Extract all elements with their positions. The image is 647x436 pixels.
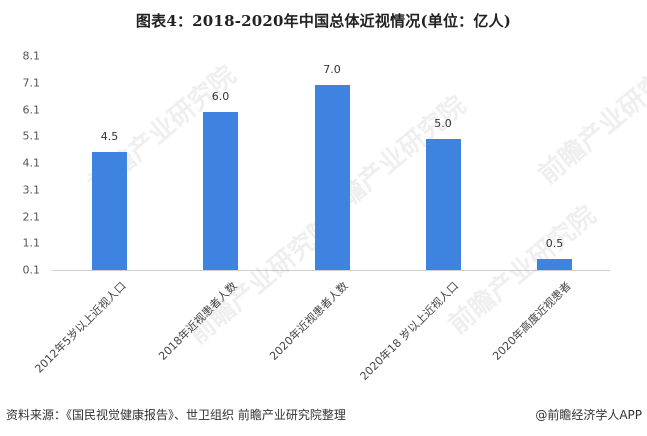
y-tick-label: 3.1 [22, 183, 41, 197]
bar [314, 85, 350, 270]
bar-value-label: 4.5 [100, 130, 119, 144]
bar-value-label: 7.0 [323, 63, 341, 77]
x-category-label: 2012年5岁以上近视人口 [31, 279, 129, 376]
bar [425, 138, 461, 270]
bar-value-label: 5.0 [434, 116, 452, 130]
y-tick-label: 1.1 [22, 236, 41, 250]
bar [537, 259, 572, 270]
y-tick-label: 6.1 [22, 103, 41, 116]
y-tick-label: 4.1 [22, 156, 41, 170]
bar-value-label: 0.5 [545, 237, 564, 251]
chart-title: 图表4：2018-2020年中国总体近视情况(单位：亿人) [135, 12, 512, 30]
x-category-label: 2020年18 岁以上近视人口 [357, 279, 462, 384]
y-tick-label: 2.1 [22, 210, 41, 223]
x-category-label: 2020年近视患者人数 [267, 279, 351, 363]
bar-chart: 前瞻产业研究院 前瞻产业研究院 前瞻产业研究院 前瞻产业研究院 前瞻产业研究院 8.1 7.… [22, 49, 647, 384]
y-tick-label: 0.1 [22, 263, 41, 277]
x-category-label: 2020年高度近视患者 [489, 279, 574, 363]
bar [92, 152, 127, 270]
bar-value-label: 6.0 [211, 90, 230, 104]
y-tick-label: 8.1 [22, 49, 41, 63]
x-category-label: 2018年近视患者人数 [155, 279, 240, 363]
x-axis-line [52, 270, 610, 271]
watermark: 前瞻产业研究院 [533, 50, 647, 191]
source-note: 资料来源：《国民视觉健康报告》、世卫组织 前瞻产业研究院整理 [6, 408, 346, 422]
y-tick-label: 5.1 [22, 129, 41, 143]
bar [203, 112, 238, 270]
credit-note: @前瞻经济学人APP [535, 408, 642, 422]
y-tick-label: 7.1 [22, 76, 41, 90]
